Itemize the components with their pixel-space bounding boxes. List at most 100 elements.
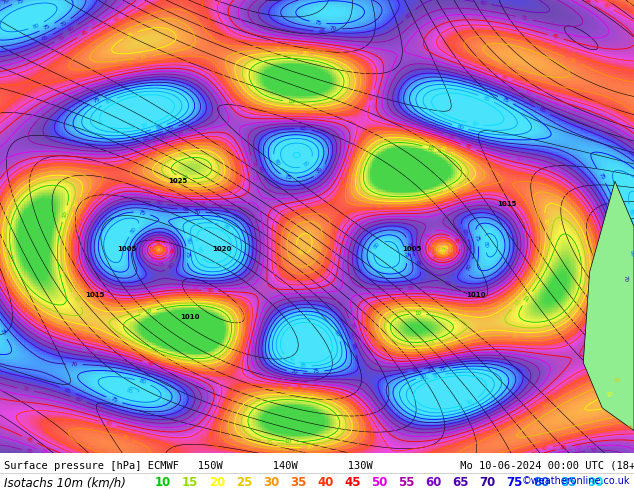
Text: 20: 20 <box>437 248 445 256</box>
Text: 50: 50 <box>515 156 524 162</box>
Text: 1025: 1025 <box>168 178 187 184</box>
Text: 50: 50 <box>191 285 198 291</box>
Text: 60: 60 <box>527 98 536 105</box>
Text: 50: 50 <box>371 476 387 489</box>
Text: 80: 80 <box>420 373 428 380</box>
Text: 75: 75 <box>506 476 522 489</box>
Text: 50: 50 <box>251 175 258 183</box>
Text: 50: 50 <box>148 257 157 265</box>
Text: 80: 80 <box>155 124 163 131</box>
Text: 75: 75 <box>439 367 447 372</box>
Text: 45: 45 <box>465 144 473 150</box>
Text: 30: 30 <box>263 476 279 489</box>
Text: 10: 10 <box>426 145 434 152</box>
Text: 15: 15 <box>72 295 81 304</box>
Text: 15: 15 <box>266 439 273 445</box>
Text: 1015: 1015 <box>86 292 105 297</box>
Text: 10: 10 <box>61 210 68 218</box>
Text: 45: 45 <box>206 288 214 294</box>
Text: 75: 75 <box>43 24 51 31</box>
Text: 85: 85 <box>299 363 307 368</box>
Text: 1020: 1020 <box>212 246 231 252</box>
Text: 1010: 1010 <box>181 314 200 320</box>
Text: 85: 85 <box>105 98 113 105</box>
Text: 65: 65 <box>183 207 190 212</box>
Text: 30: 30 <box>545 436 553 442</box>
Text: 60: 60 <box>443 280 451 287</box>
Text: 45: 45 <box>452 237 460 245</box>
Text: 15: 15 <box>300 102 307 107</box>
Text: 40: 40 <box>295 383 302 389</box>
Text: 85: 85 <box>433 373 441 379</box>
Text: 50: 50 <box>41 448 49 455</box>
Text: 10: 10 <box>145 309 153 315</box>
Text: 40: 40 <box>541 445 549 452</box>
Text: 65: 65 <box>350 343 357 351</box>
Text: 65: 65 <box>142 136 150 142</box>
Text: 1005: 1005 <box>117 246 136 252</box>
Text: 25: 25 <box>318 243 324 251</box>
Text: 40: 40 <box>430 254 439 262</box>
Text: 60: 60 <box>67 25 75 33</box>
Text: Isotachs 10m (km/h): Isotachs 10m (km/h) <box>4 476 126 489</box>
Text: 15: 15 <box>182 476 198 489</box>
Text: 40: 40 <box>368 93 375 101</box>
Text: 20: 20 <box>295 248 303 256</box>
Text: 35: 35 <box>133 351 141 358</box>
Text: 85: 85 <box>560 476 576 489</box>
Text: 30: 30 <box>126 60 133 67</box>
Text: 65: 65 <box>411 367 420 373</box>
Text: 55: 55 <box>590 448 597 453</box>
Text: 35: 35 <box>344 166 351 174</box>
Text: 1010: 1010 <box>466 292 485 297</box>
Text: 30: 30 <box>626 0 634 7</box>
Text: 90: 90 <box>287 356 295 363</box>
Text: 70: 70 <box>405 242 411 249</box>
Text: 50: 50 <box>153 140 161 147</box>
Text: 30: 30 <box>121 435 129 441</box>
Text: 15: 15 <box>429 341 437 347</box>
Text: 50: 50 <box>575 445 583 451</box>
Text: 75: 75 <box>313 369 320 374</box>
Text: 80: 80 <box>32 22 41 29</box>
Text: 70: 70 <box>479 476 495 489</box>
Text: 60: 60 <box>167 261 176 270</box>
Text: 35: 35 <box>138 434 146 441</box>
Text: 40: 40 <box>602 2 611 10</box>
Text: 25: 25 <box>294 448 301 453</box>
Text: 70: 70 <box>316 167 325 175</box>
Text: 20: 20 <box>174 181 182 187</box>
Text: 35: 35 <box>547 392 555 401</box>
Text: 25: 25 <box>512 334 519 339</box>
Text: 25: 25 <box>504 62 512 69</box>
Text: 60: 60 <box>349 331 356 339</box>
Text: 55: 55 <box>521 15 528 22</box>
Text: 30: 30 <box>155 149 164 157</box>
Text: 35: 35 <box>290 476 306 489</box>
Text: 40: 40 <box>104 420 112 427</box>
Text: 30: 30 <box>376 204 383 209</box>
Text: 15: 15 <box>446 184 455 192</box>
Text: 70: 70 <box>330 26 337 31</box>
Text: 50: 50 <box>313 381 320 386</box>
Text: 85: 85 <box>482 95 491 102</box>
Text: 55: 55 <box>22 387 30 393</box>
Text: 20: 20 <box>209 476 225 489</box>
Text: 75: 75 <box>597 172 605 180</box>
Text: 60: 60 <box>159 133 167 140</box>
Text: 35: 35 <box>145 4 154 11</box>
Text: 40: 40 <box>112 15 121 23</box>
Text: 55: 55 <box>177 130 184 137</box>
Text: 75: 75 <box>138 210 146 216</box>
Text: 30: 30 <box>450 343 458 350</box>
Text: 25: 25 <box>462 184 470 192</box>
Text: 80: 80 <box>184 237 191 245</box>
Text: 75: 75 <box>0 328 6 336</box>
Text: 65: 65 <box>414 260 422 268</box>
Text: 70: 70 <box>194 210 201 215</box>
Text: 55: 55 <box>408 285 415 291</box>
Text: 55: 55 <box>448 133 456 140</box>
Text: 20: 20 <box>606 391 614 398</box>
Text: 25: 25 <box>183 145 190 150</box>
Text: 65: 65 <box>318 29 326 35</box>
